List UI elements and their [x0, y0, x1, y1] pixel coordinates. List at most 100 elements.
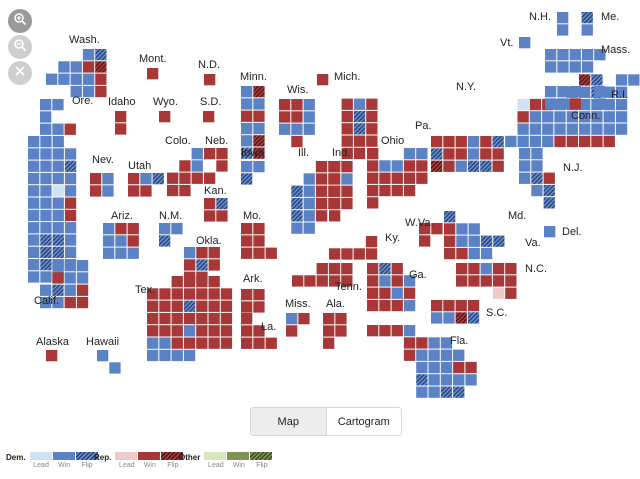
district-cell[interactable] — [591, 135, 603, 148]
district-cell[interactable] — [216, 210, 228, 222]
district-cell[interactable] — [303, 99, 315, 111]
district-cell[interactable] — [40, 209, 52, 222]
district-cell[interactable] — [545, 61, 557, 73]
district-cell[interactable] — [64, 234, 77, 246]
district-cell[interactable] — [480, 275, 492, 287]
district-cell[interactable] — [323, 337, 335, 349]
district-cell[interactable] — [64, 296, 76, 309]
district-cell[interactable] — [58, 73, 70, 85]
district-cell[interactable] — [241, 161, 253, 173]
district-cell[interactable] — [480, 148, 492, 160]
district-cell[interactable] — [529, 98, 542, 111]
district-cell[interactable] — [52, 209, 64, 222]
district-cell[interactable] — [341, 263, 353, 275]
district-cell[interactable] — [480, 136, 492, 148]
district-cell[interactable] — [366, 98, 378, 110]
district-cell[interactable] — [531, 172, 543, 184]
district-cell[interactable] — [241, 313, 253, 325]
district-cell[interactable] — [171, 349, 183, 362]
district-cell[interactable] — [52, 222, 64, 234]
district-cell[interactable] — [184, 247, 196, 259]
district-cell[interactable] — [531, 184, 543, 197]
district-cell[interactable] — [328, 263, 341, 275]
district-cell[interactable] — [159, 300, 171, 312]
district-cell[interactable] — [253, 86, 265, 98]
district-cell[interactable] — [615, 111, 628, 123]
district-cell[interactable] — [208, 300, 220, 312]
district-cell[interactable] — [253, 289, 265, 301]
district-cell[interactable] — [615, 123, 628, 135]
district-cell[interactable] — [416, 361, 428, 374]
district-cell[interactable] — [253, 122, 265, 135]
district-cell[interactable] — [291, 185, 303, 197]
district-cell[interactable] — [543, 172, 555, 184]
district-cell[interactable] — [183, 349, 196, 362]
district-cell[interactable] — [366, 110, 378, 123]
district-cell[interactable] — [315, 197, 328, 210]
district-cell[interactable] — [603, 86, 615, 98]
district-cell[interactable] — [566, 111, 578, 123]
district-cell[interactable] — [241, 301, 253, 313]
district-cell[interactable] — [529, 135, 542, 148]
district-cell[interactable] — [517, 111, 529, 123]
district-cell[interactable] — [341, 135, 353, 147]
district-cell[interactable] — [569, 49, 581, 61]
district-cell[interactable] — [82, 85, 95, 98]
district-cell[interactable] — [208, 276, 220, 288]
district-cell[interactable] — [58, 61, 70, 73]
district-cell[interactable] — [317, 74, 329, 86]
district-cell[interactable] — [115, 223, 127, 235]
district-cell[interactable] — [542, 111, 554, 123]
district-cell[interactable] — [167, 184, 179, 197]
district-cell[interactable] — [480, 247, 493, 260]
district-cell[interactable] — [329, 197, 341, 210]
district-cell[interactable] — [220, 312, 233, 325]
district-cell[interactable] — [152, 173, 164, 185]
district-cell[interactable] — [40, 234, 52, 246]
district-cell[interactable] — [579, 74, 591, 86]
district-cell[interactable] — [70, 85, 82, 98]
district-cell[interactable] — [28, 185, 40, 197]
district-cell[interactable] — [379, 299, 391, 312]
district-cell[interactable] — [603, 98, 615, 111]
district-cell[interactable] — [579, 98, 591, 111]
district-cell[interactable] — [159, 349, 171, 362]
district-cell[interactable] — [253, 110, 265, 122]
district-cell[interactable] — [196, 312, 208, 325]
district-cell[interactable] — [208, 247, 220, 259]
district-cell[interactable] — [171, 337, 183, 349]
district-cell[interactable] — [557, 49, 569, 61]
district-cell[interactable] — [303, 123, 315, 135]
district-cell[interactable] — [467, 160, 480, 172]
district-cell[interactable] — [444, 211, 456, 223]
district-cell[interactable] — [184, 259, 196, 271]
district-cell[interactable] — [241, 247, 253, 259]
district-cell[interactable] — [171, 325, 183, 337]
district-cell[interactable] — [291, 222, 303, 234]
district-cell[interactable] — [416, 337, 428, 349]
district-cell[interactable] — [52, 197, 64, 209]
district-cell[interactable] — [569, 86, 581, 98]
district-cell[interactable] — [220, 300, 233, 312]
district-cell[interactable] — [76, 296, 89, 309]
district-cell[interactable] — [304, 275, 316, 287]
district-cell[interactable] — [453, 349, 465, 361]
district-cell[interactable] — [204, 148, 216, 160]
district-cell[interactable] — [367, 325, 379, 337]
district-cell[interactable] — [95, 73, 107, 85]
district-cell[interactable] — [443, 312, 455, 324]
district-cell[interactable] — [579, 111, 591, 123]
district-cell[interactable] — [216, 160, 228, 172]
district-cell[interactable] — [329, 185, 341, 197]
district-cell[interactable] — [253, 161, 265, 173]
district-cell[interactable] — [286, 313, 298, 325]
district-cell[interactable] — [480, 160, 492, 172]
district-cell[interactable] — [431, 148, 443, 160]
district-cell[interactable] — [52, 296, 64, 309]
district-cell[interactable] — [328, 275, 341, 287]
district-cell[interactable] — [253, 235, 265, 247]
district-cell[interactable] — [265, 247, 277, 259]
district-cell[interactable] — [315, 185, 328, 197]
district-cell[interactable] — [196, 247, 208, 259]
district-cell[interactable] — [365, 248, 378, 260]
